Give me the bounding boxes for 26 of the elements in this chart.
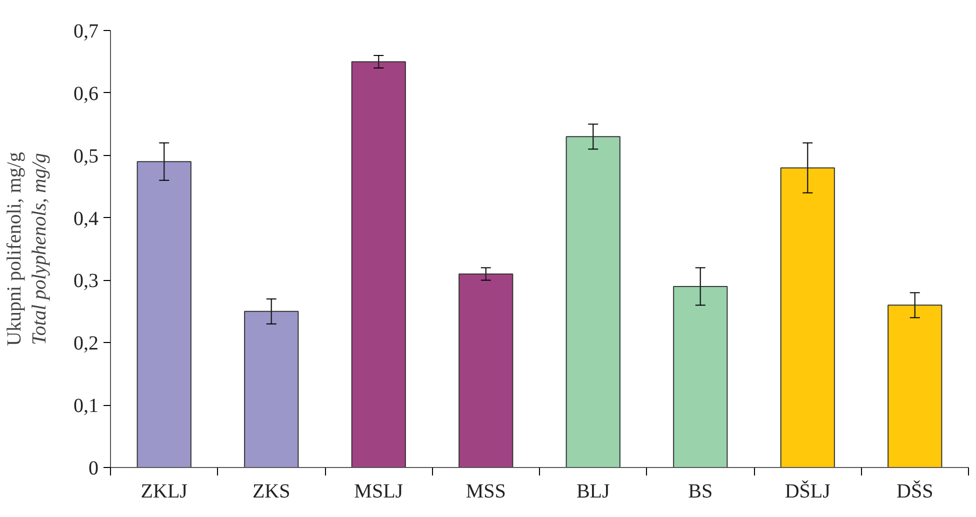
bar (780, 167, 835, 468)
x-tick-label: DŠLJ (784, 480, 831, 502)
y-tick-label: 0,6 (74, 82, 98, 105)
bar (888, 304, 942, 468)
bar (673, 286, 728, 468)
x-tick-label: MSLJ (354, 480, 404, 502)
bar (136, 161, 192, 468)
y-tick-label: 0,3 (74, 270, 98, 292)
bar (351, 61, 406, 468)
x-tick-label: BS (688, 480, 713, 502)
y-tick-label: 0,4 (74, 208, 98, 230)
bar (244, 310, 299, 468)
bar (566, 136, 620, 468)
x-tick-label: ZKS (252, 480, 290, 502)
bar (458, 273, 514, 468)
y-tick-label: 0,5 (74, 145, 98, 168)
text: Ukupni polifenoli, mg/g (4, 152, 26, 346)
x-tick-label: BLJ (576, 480, 610, 502)
text: Total polyphenols, mg/g (28, 152, 50, 346)
y-tick-label: 0,2 (74, 332, 98, 355)
x-tick-label: DŠS (896, 480, 934, 502)
y-tick-label: 0 (88, 458, 98, 480)
y-tick-label: 0,7 (74, 20, 98, 42)
y-tick-label: 0,1 (74, 395, 98, 418)
x-tick-label: ZKLJ (140, 480, 188, 502)
x-tick-label: MSS (466, 480, 506, 502)
